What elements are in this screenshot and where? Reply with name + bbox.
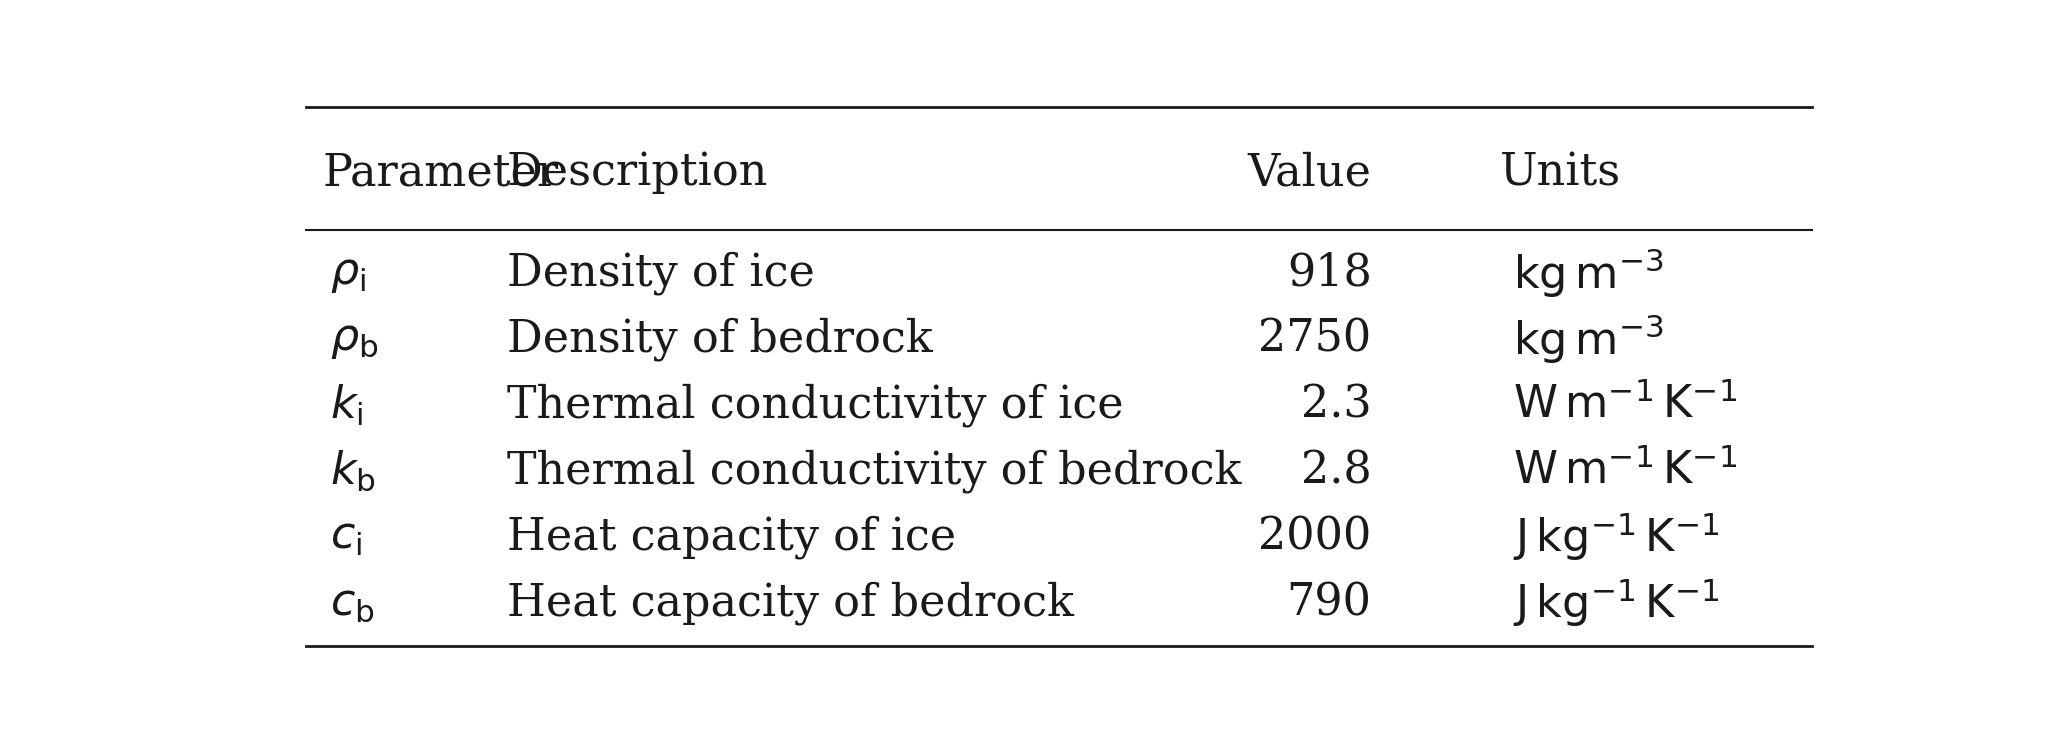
Text: $\mathrm{kg\,m^{-3}}$: $\mathrm{kg\,m^{-3}}$ — [1513, 312, 1664, 366]
Text: Thermal conductivity of bedrock: Thermal conductivity of bedrock — [506, 449, 1240, 492]
Text: $\mathrm{W\,m^{-1}\,K^{-1}}$: $\mathrm{W\,m^{-1}\,K^{-1}}$ — [1513, 449, 1736, 493]
Text: 2750: 2750 — [1259, 317, 1372, 361]
Text: 918: 918 — [1288, 251, 1372, 294]
Text: 2.8: 2.8 — [1300, 449, 1372, 492]
Text: Units: Units — [1501, 151, 1621, 194]
Text: Heat capacity of bedrock: Heat capacity of bedrock — [506, 581, 1073, 624]
Text: $\mathrm{J\,kg^{-1}\,K^{-1}}$: $\mathrm{J\,kg^{-1}\,K^{-1}}$ — [1513, 577, 1720, 630]
Text: $k_\mathrm{b}$: $k_\mathrm{b}$ — [331, 448, 376, 493]
Text: 790: 790 — [1288, 581, 1372, 624]
Text: Parameter: Parameter — [322, 151, 558, 194]
Text: Density of bedrock: Density of bedrock — [506, 317, 932, 361]
Text: $c_\mathrm{i}$: $c_\mathrm{i}$ — [331, 516, 362, 559]
Text: $\mathrm{kg\,m^{-3}}$: $\mathrm{kg\,m^{-3}}$ — [1513, 246, 1664, 299]
Text: 2000: 2000 — [1259, 516, 1372, 559]
Text: $k_\mathrm{i}$: $k_\mathrm{i}$ — [331, 382, 364, 428]
Text: $\rho_\mathrm{b}$: $\rho_\mathrm{b}$ — [331, 317, 378, 361]
Text: Description: Description — [506, 151, 769, 194]
Text: Heat capacity of ice: Heat capacity of ice — [506, 515, 955, 559]
Text: Density of ice: Density of ice — [506, 251, 814, 295]
Text: $\mathrm{W\,m^{-1}\,K^{-1}}$: $\mathrm{W\,m^{-1}\,K^{-1}}$ — [1513, 383, 1736, 427]
Text: Thermal conductivity of ice: Thermal conductivity of ice — [506, 383, 1122, 427]
Text: $\mathrm{J\,kg^{-1}\,K^{-1}}$: $\mathrm{J\,kg^{-1}\,K^{-1}}$ — [1513, 510, 1720, 563]
Text: 2.3: 2.3 — [1300, 384, 1372, 426]
Text: Value: Value — [1248, 151, 1372, 194]
Text: $\rho_\mathrm{i}$: $\rho_\mathrm{i}$ — [331, 251, 366, 294]
Text: $c_\mathrm{b}$: $c_\mathrm{b}$ — [331, 581, 374, 624]
